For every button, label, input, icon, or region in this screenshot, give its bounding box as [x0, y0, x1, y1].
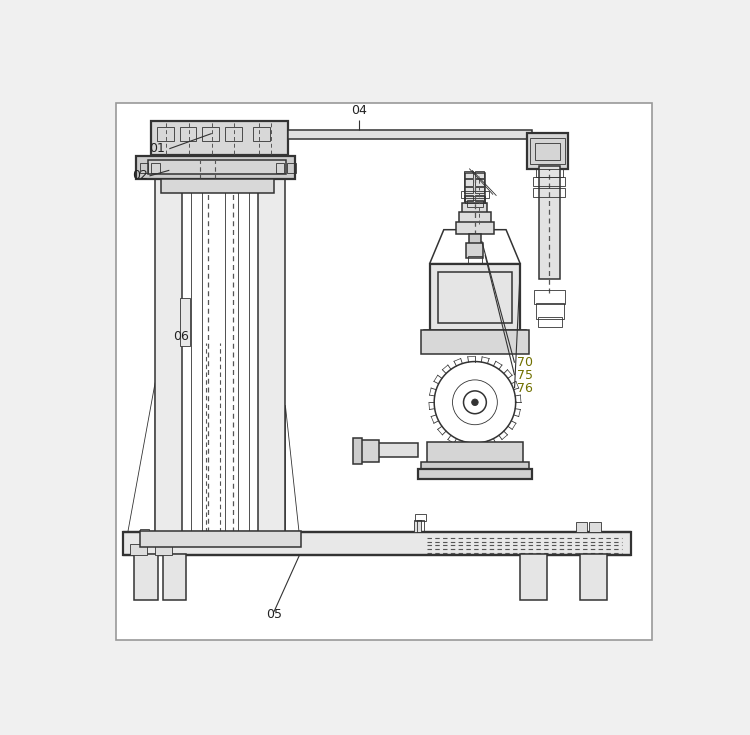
Bar	[160, 179, 274, 193]
Bar	[157, 529, 166, 538]
Bar	[464, 187, 472, 193]
Bar	[530, 138, 566, 164]
Bar	[470, 234, 481, 244]
Text: 06: 06	[172, 330, 188, 343]
Bar	[157, 126, 174, 141]
Bar	[152, 121, 288, 155]
Bar	[136, 156, 295, 179]
Bar	[376, 443, 419, 457]
Bar	[152, 163, 160, 173]
Bar	[148, 160, 286, 174]
Bar	[140, 531, 302, 547]
Bar	[527, 134, 568, 168]
Bar	[419, 468, 532, 478]
Circle shape	[472, 399, 478, 406]
Bar	[536, 303, 564, 318]
Bar	[459, 212, 490, 224]
Bar	[536, 143, 560, 159]
Bar	[590, 523, 601, 532]
Bar	[276, 163, 284, 173]
Bar	[155, 544, 172, 555]
Bar	[359, 440, 379, 462]
Bar	[130, 544, 147, 555]
Bar	[465, 173, 485, 204]
Bar	[464, 195, 472, 201]
Bar	[533, 188, 566, 197]
Text: 02: 02	[133, 170, 148, 182]
Bar	[464, 171, 472, 178]
Bar	[179, 126, 196, 141]
Bar	[134, 554, 158, 600]
Bar	[475, 171, 484, 178]
Bar	[155, 155, 182, 532]
Bar	[287, 163, 296, 173]
Text: 01: 01	[149, 143, 166, 155]
Bar	[424, 336, 526, 344]
Bar	[456, 222, 494, 234]
Bar	[538, 317, 562, 327]
Bar	[468, 257, 482, 265]
Bar	[475, 179, 484, 185]
Bar	[475, 187, 484, 193]
Bar	[179, 298, 190, 345]
Bar	[424, 331, 526, 338]
Bar	[253, 126, 270, 141]
Bar	[123, 532, 631, 555]
Bar	[475, 195, 484, 201]
Bar	[414, 520, 421, 532]
Bar	[288, 129, 532, 139]
Bar	[536, 168, 562, 177]
Text: 05: 05	[266, 609, 282, 622]
Bar	[415, 514, 426, 521]
Bar	[438, 272, 512, 323]
Bar	[430, 264, 520, 331]
Text: 76: 76	[518, 381, 533, 395]
Bar	[202, 126, 219, 141]
Bar	[163, 554, 186, 600]
Bar	[533, 177, 566, 185]
Bar	[422, 331, 529, 354]
Bar	[463, 203, 488, 214]
Bar	[225, 126, 242, 141]
Bar	[422, 462, 529, 470]
Bar	[576, 523, 587, 532]
Bar	[353, 438, 362, 464]
Bar	[580, 554, 607, 600]
Bar	[140, 529, 149, 538]
Bar	[461, 191, 488, 198]
Bar	[140, 163, 148, 173]
Bar	[520, 554, 548, 600]
Text: 70: 70	[518, 356, 533, 369]
Bar	[539, 165, 560, 279]
Bar	[534, 290, 566, 304]
Bar	[427, 442, 523, 465]
Bar	[466, 243, 484, 258]
Bar	[465, 196, 485, 203]
Text: 75: 75	[518, 369, 533, 381]
Bar	[467, 200, 483, 207]
Bar	[417, 520, 424, 532]
Bar	[258, 155, 285, 532]
Text: 04: 04	[351, 104, 367, 117]
Bar	[464, 179, 472, 185]
